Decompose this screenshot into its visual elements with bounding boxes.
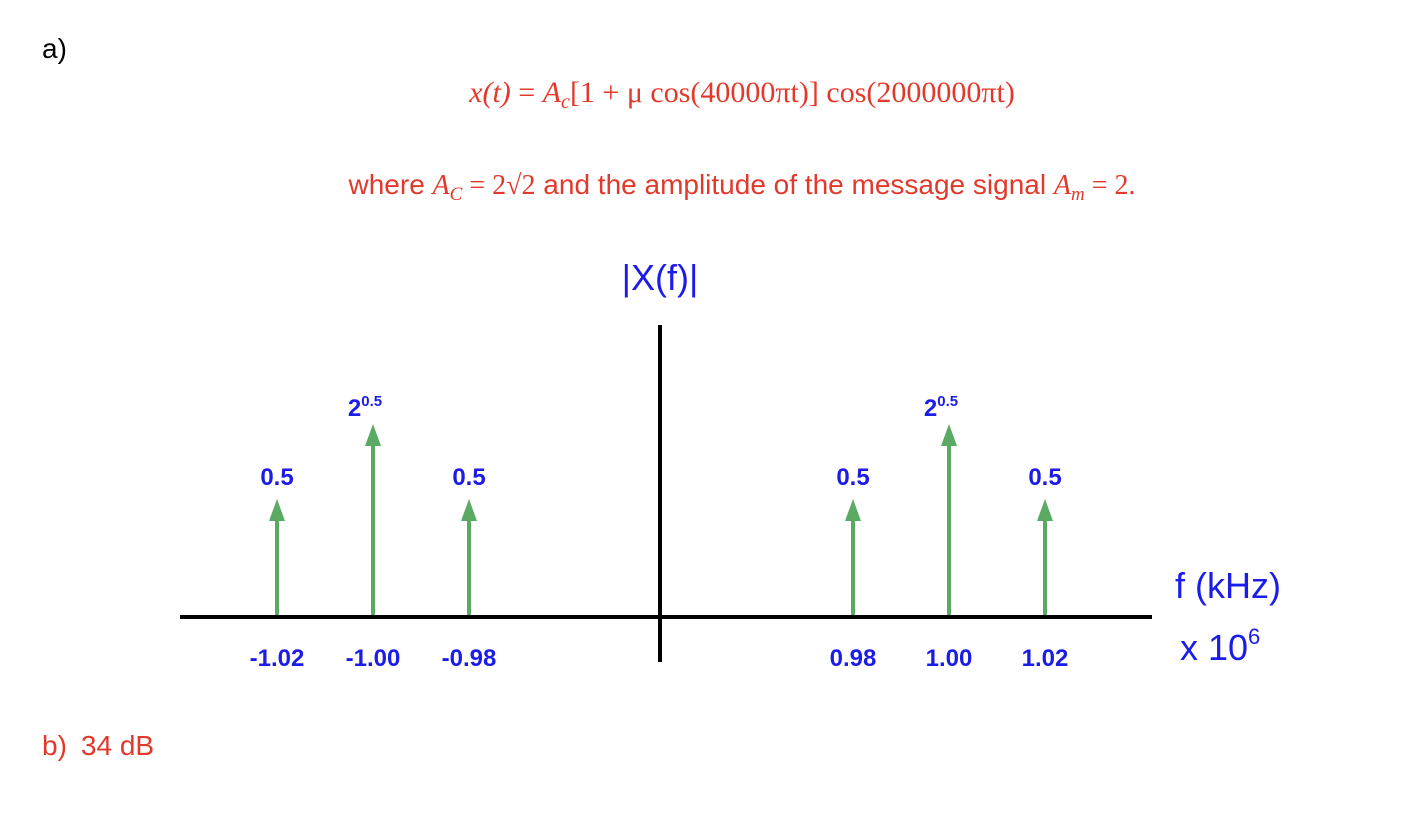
- where-middle: and the amplitude of the message signal: [536, 169, 1054, 200]
- x-scale-exponent: 6: [1248, 624, 1260, 649]
- frequency-label: -1.00: [346, 645, 401, 672]
- formula-carrier-sub: c: [561, 91, 570, 113]
- frequency-label: -1.02: [250, 645, 305, 672]
- x-scale-base: x 10: [1180, 627, 1248, 668]
- amplitude-label: 0.5: [1028, 464, 1061, 491]
- where-carrier: A: [431, 170, 451, 201]
- formula-rest: [1 + μ cos(40000πt)] cos(2000000πt): [570, 76, 1015, 109]
- where-lead: where: [348, 169, 433, 200]
- x-axis-label: f (kHz): [1175, 565, 1281, 606]
- impulse-head: [269, 499, 285, 521]
- impulses: -1.020.5-1.0020.5-0.980.50.980.51.0020.5…: [250, 393, 1069, 672]
- amplitude-label: 0.5: [836, 464, 869, 491]
- part-b-answer: 34 dB: [81, 730, 154, 761]
- x-axis-scale: x 106: [1180, 624, 1260, 668]
- formula-carrier: A: [541, 76, 562, 109]
- amplitude-label: 20.5: [348, 393, 382, 422]
- where-carrier-sub: C: [450, 184, 463, 205]
- part-a-label: a): [42, 33, 67, 64]
- amplitude-label: 0.5: [452, 464, 485, 491]
- frequency-label: -0.98: [442, 645, 497, 672]
- amplitude-base: 2: [924, 395, 937, 422]
- impulse-head: [941, 424, 957, 446]
- amplitude-exponent: 0.5: [937, 393, 958, 410]
- frequency-label: 0.98: [830, 645, 877, 672]
- where-carrier-value: = 2√2: [462, 170, 535, 201]
- part-b: b) 34 dB: [42, 730, 154, 761]
- where-message-value: = 2.: [1085, 170, 1136, 201]
- amplitude-base: 2: [348, 395, 361, 422]
- where-message: A: [1052, 170, 1072, 201]
- amplitude-label: 0.5: [260, 464, 293, 491]
- frequency-label: 1.02: [1022, 645, 1069, 672]
- impulse-head: [845, 499, 861, 521]
- amplitude-label: 20.5: [924, 393, 958, 422]
- impulse-head: [365, 424, 381, 446]
- formula: x(t) = Ac[1 + μ cos(40000πt)] cos(200000…: [468, 76, 1015, 113]
- impulse-head: [1037, 499, 1053, 521]
- where-line: where AC = 2√2 and the amplitude of the …: [348, 169, 1136, 205]
- formula-eq: =: [511, 76, 543, 109]
- y-axis-label: |X(f)|: [622, 257, 699, 298]
- formula-lhs: x(t): [468, 76, 511, 109]
- where-message-sub: m: [1071, 184, 1085, 205]
- frequency-label: 1.00: [926, 645, 973, 672]
- amplitude-exponent: 0.5: [361, 393, 382, 410]
- impulse-head: [461, 499, 477, 521]
- part-b-label: b): [42, 730, 67, 761]
